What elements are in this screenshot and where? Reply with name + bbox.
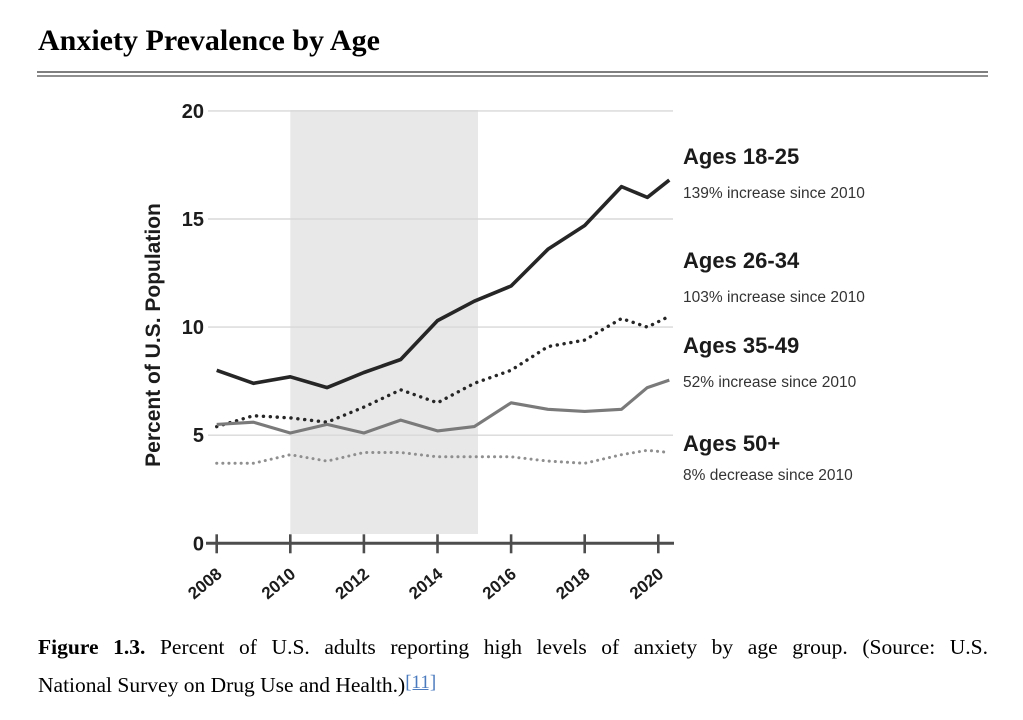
series-line-ages-50- bbox=[215, 448, 671, 465]
legend-note-ages-18-25: 139% increase since 2010 bbox=[683, 185, 865, 202]
page-title: Anxiety Prevalence by Age bbox=[38, 24, 380, 57]
y-tick-label-5: 5 bbox=[193, 425, 204, 447]
x-tick-label-2010: 2010 bbox=[258, 564, 299, 603]
legend-label-ages-26-34: Ages 26-34 bbox=[683, 248, 800, 273]
legend-label-ages-18-25: Ages 18-25 bbox=[683, 144, 800, 169]
y-tick-label-0: 0 bbox=[193, 533, 204, 555]
anxiety-prevalence-line-chart: 2008 2010 2012 2014 2016 2018 2020 0 5 10 15 20 Perc… bbox=[142, 101, 674, 603]
y-axis-title: Percent of U.S. Population bbox=[142, 203, 165, 467]
citation-link-11[interactable]: [11] bbox=[405, 672, 437, 693]
figure-caption: Figure 1.3. Percent of U.S. adults repor… bbox=[38, 628, 988, 706]
x-tick-label-2008: 2008 bbox=[184, 564, 225, 603]
x-tick-label-2012: 2012 bbox=[332, 564, 373, 603]
legend-label-ages-35-49: Ages 35-49 bbox=[683, 333, 800, 358]
y-tick-label-15: 15 bbox=[182, 209, 204, 231]
figure-caption-text-continued: National Survey on Drug Use and Health.) bbox=[38, 673, 406, 697]
x-tick-label-2016: 2016 bbox=[479, 564, 520, 603]
figure-caption-text: Percent of U.S. adults reporting high le… bbox=[159, 635, 989, 659]
legend-note-ages-26-34: 103% increase since 2010 bbox=[683, 289, 865, 306]
highlight-band-2010-2015 bbox=[290, 110, 478, 534]
series-line-ages-18-25 bbox=[216, 178, 671, 390]
figure-caption-label: Figure 1.3. bbox=[38, 635, 146, 659]
x-tick-label-2014: 2014 bbox=[405, 564, 447, 603]
title-divider bbox=[37, 71, 988, 77]
y-tick-label-10: 10 bbox=[182, 317, 204, 339]
figure-caption-line2: National Survey on Drug Use and Health.)… bbox=[38, 666, 988, 706]
y-tick-label-20: 20 bbox=[182, 101, 204, 123]
x-tick-label-2020: 2020 bbox=[626, 564, 667, 603]
series-line-ages-35-49 bbox=[216, 378, 670, 435]
legend-note-ages-35-49: 52% increase since 2010 bbox=[683, 374, 857, 391]
legend-note-ages-50-plus: 8% decrease since 2010 bbox=[683, 467, 853, 484]
series-line-ages-26-34 bbox=[214, 314, 671, 429]
legend-label-ages-50-plus: Ages 50+ bbox=[683, 431, 781, 456]
x-tick-label-2018: 2018 bbox=[552, 564, 593, 603]
figure-caption-line1: Figure 1.3. Percent of U.S. adults repor… bbox=[38, 628, 988, 666]
